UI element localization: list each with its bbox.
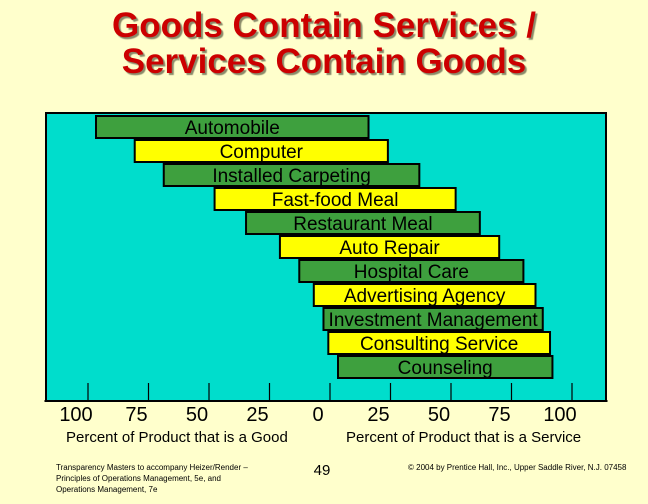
bar-label: Consulting Service — [360, 334, 518, 355]
page-number: 49 — [313, 462, 331, 479]
bar-label: Advertising Agency — [344, 286, 506, 307]
x-tick-label: 25 — [367, 404, 389, 426]
title-line-1: Goods Contain Services / — [112, 6, 536, 45]
bar-computer — [133, 139, 389, 163]
bar-installed-carpeting — [162, 163, 421, 187]
x-tick-label: 0 — [312, 404, 323, 426]
bar-counseling — [337, 355, 554, 379]
x-tick-label: 100 — [543, 404, 576, 426]
x-tick-label: 75 — [488, 404, 510, 426]
title-line-2: Services Contain Goods — [121, 42, 527, 81]
bar-label: Counseling — [398, 358, 493, 379]
bar-label: Investment Management — [329, 310, 539, 331]
bar-label: Automobile — [185, 118, 280, 139]
bar-label: Computer — [220, 142, 304, 163]
footer-copyright: © 2004 by Prentice Hall, Inc., Upper Sad… — [408, 463, 627, 472]
bar-label: Restaurant Meal — [293, 214, 432, 235]
bar-label: Hospital Care — [354, 262, 469, 283]
slide-title: Goods Contain Services / Services Contai… — [0, 8, 648, 80]
x-tick-label: 25 — [246, 404, 268, 426]
bar-automobile — [95, 115, 370, 139]
bar-restaurant-meal — [245, 211, 481, 235]
bar-label: Auto Repair — [339, 238, 440, 259]
footer-credit: Transparency Masters to accompany Heizer… — [56, 463, 248, 494]
xlabel-services: Percent of Product that is a Service — [346, 429, 581, 446]
bar-investment-management — [322, 307, 544, 331]
bar-hospital-care — [298, 259, 525, 283]
xlabel-goods: Percent of Product that is a Good — [66, 429, 288, 446]
x-tick-label: 100 — [59, 404, 92, 426]
bar-advertising-agency — [312, 283, 537, 307]
x-tick-label: 50 — [428, 404, 450, 426]
bar-label: Fast-food Meal — [272, 190, 399, 211]
bar-consulting-service — [327, 331, 552, 355]
x-tick-label: 50 — [186, 404, 208, 426]
bar-label: Installed Carpeting — [212, 166, 370, 187]
bar-auto-repair — [278, 235, 501, 259]
x-tick-label: 75 — [125, 404, 147, 426]
bar-fast-food-meal — [213, 187, 457, 211]
